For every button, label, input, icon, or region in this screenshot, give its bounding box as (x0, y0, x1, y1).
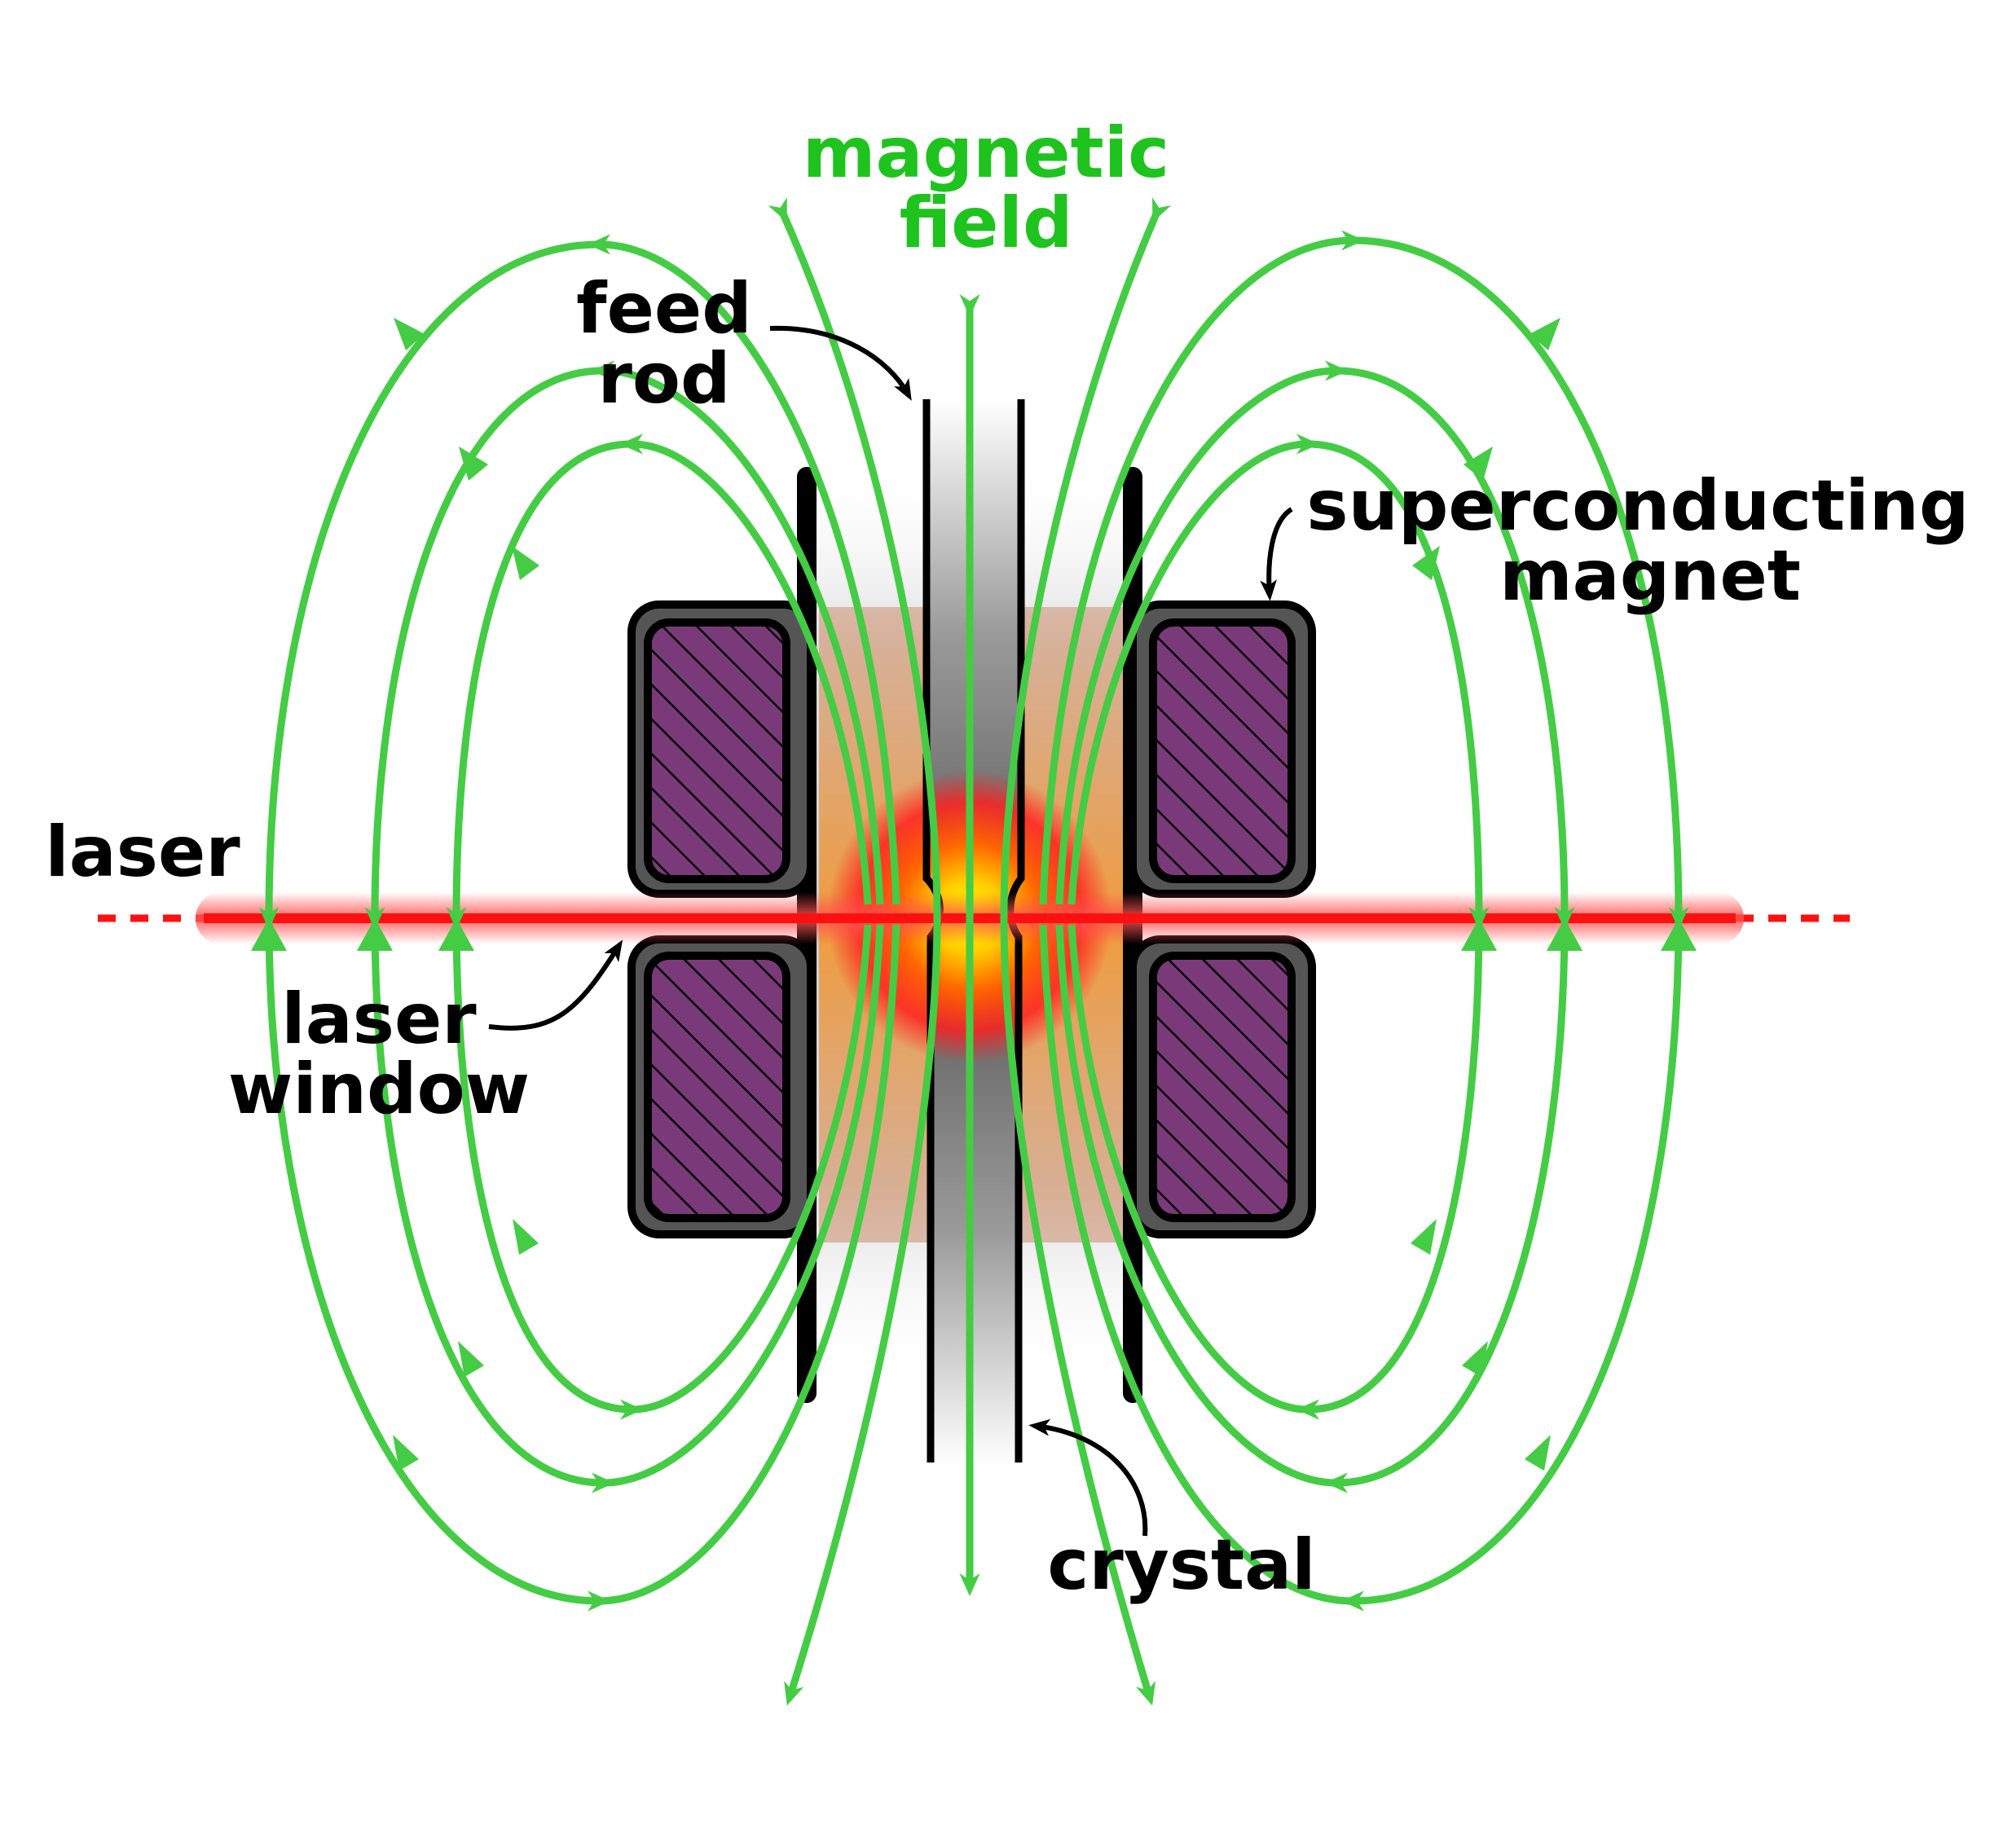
magnetic-field-label-line2: field (899, 183, 1072, 264)
field-arrow (1412, 546, 1440, 580)
field-arrow (1411, 1219, 1437, 1255)
magnetic-field-lines (258, 197, 1689, 1706)
superconducting-magnet-left-lower (627, 935, 815, 1238)
field-arrow (393, 1435, 419, 1471)
magnetic-field-label-line1: magnetic (803, 112, 1169, 194)
laser-window-label-line2: window (228, 1049, 530, 1130)
field-arrow (251, 918, 287, 951)
feed-rod-leader (769, 325, 912, 401)
field-arrow (512, 546, 539, 580)
superconducting-magnet-label-line1: superconducting (1306, 465, 1969, 547)
laser-beam (98, 892, 1850, 944)
field-arrow (1661, 918, 1697, 951)
field-arrow (458, 1341, 484, 1377)
field-line-left-open (768, 197, 941, 1706)
field-arrow (1461, 918, 1497, 951)
laser-window-leader (488, 939, 623, 1031)
field-arrow (1547, 918, 1582, 951)
field-arrow (394, 318, 425, 350)
field-direction-arrows (251, 318, 1697, 1471)
field-arrow (459, 446, 488, 481)
field-arrow (513, 1219, 539, 1255)
superconducting-magnet-left-upper (627, 600, 815, 898)
field-line-right-open (1000, 197, 1172, 1706)
field-arrow (1530, 318, 1560, 350)
superconducting-magnet-label-line2: magnet (1499, 535, 1801, 617)
field-arrow (1525, 1435, 1551, 1471)
field-arrow (357, 918, 393, 951)
crystal-label: crystal (1047, 1524, 1315, 1606)
superconducting-magnet-right-upper (1129, 600, 1316, 898)
crystal-leader (1028, 1419, 1148, 1537)
field-arrow (1464, 446, 1493, 481)
leader-arrows (488, 325, 1293, 1537)
field-arrow (438, 918, 474, 951)
superconducting-magnet-right-lower (1129, 935, 1316, 1238)
feed-rod-label-line1: feed (576, 268, 752, 350)
superconducting-magnet-leader (1260, 507, 1293, 601)
laser-label: laser (45, 812, 240, 893)
feed-rod-label-line2: rod (597, 338, 730, 420)
field-arrow (1462, 1341, 1488, 1377)
laser-window-label-line1: laser (281, 979, 477, 1060)
